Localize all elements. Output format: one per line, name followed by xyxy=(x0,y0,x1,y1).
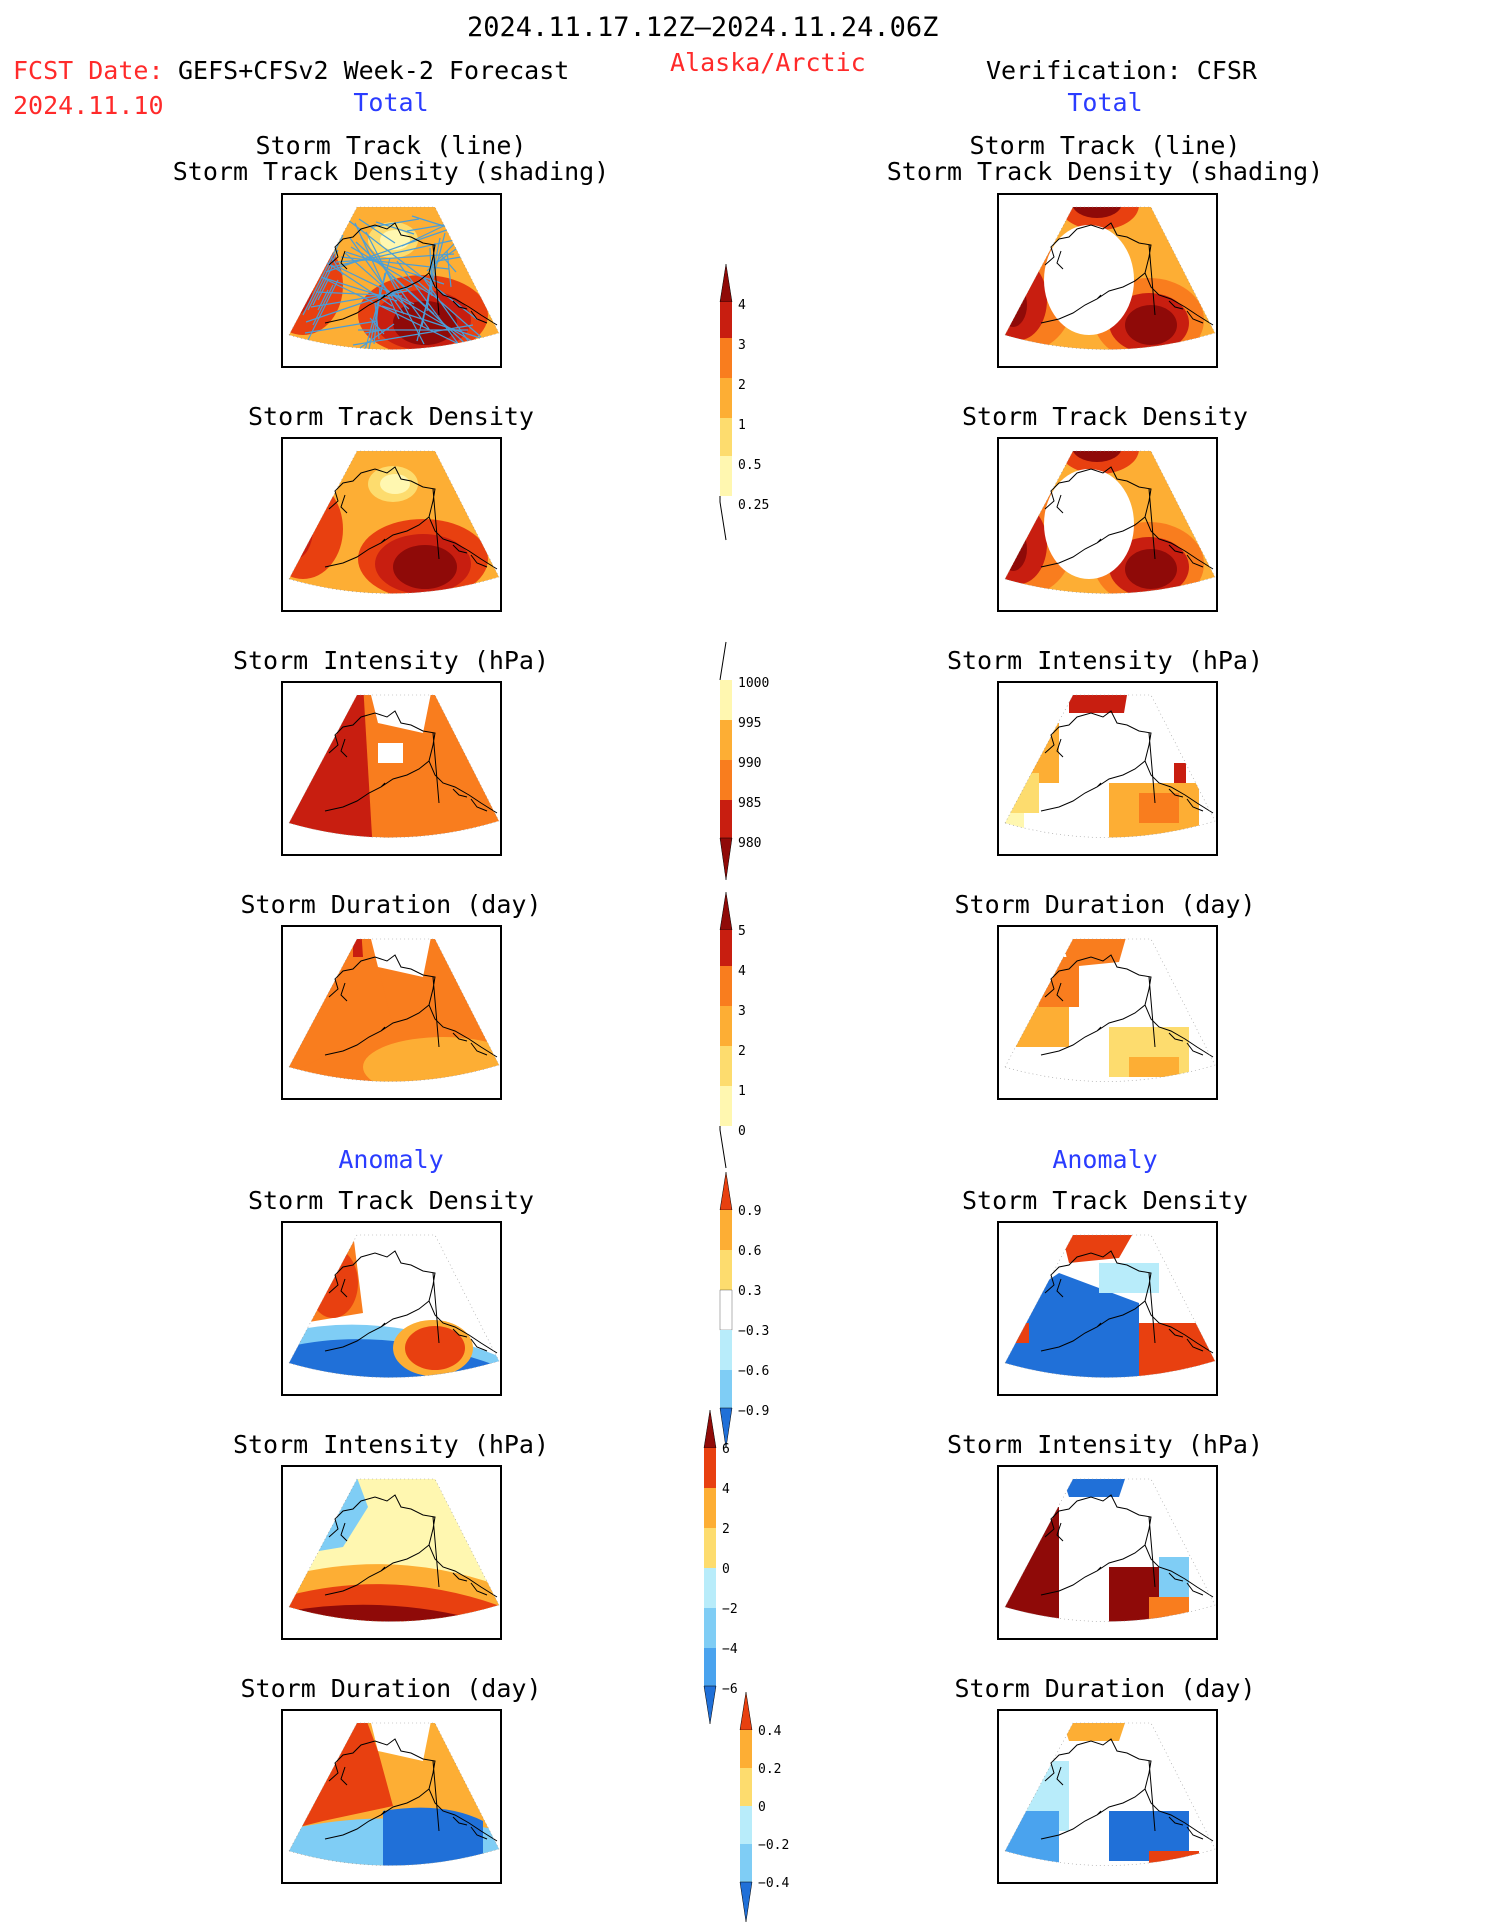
colorbar-intensity-total: 1000 995 990 985 980 xyxy=(719,641,769,881)
map-verif-density xyxy=(997,437,1218,612)
map-verif-anom-duration xyxy=(997,1709,1218,1884)
right-title-duration: Storm Duration (day) xyxy=(954,890,1256,919)
left-title-anom-duration: Storm Duration (day) xyxy=(240,1674,542,1703)
cb6-tick-4: −0.4 xyxy=(758,1876,789,1891)
cb2-tick-3: 985 xyxy=(738,796,761,811)
map-fcst-anom-duration xyxy=(281,1709,502,1884)
cb3-tick-4: 1 xyxy=(738,1084,746,1099)
map-fcst-density xyxy=(281,437,502,612)
right-title-intensity: Storm Intensity (hPa) xyxy=(946,646,1264,675)
map-verif-anom-intensity xyxy=(997,1465,1218,1640)
cb6-tick-1: 0.2 xyxy=(758,1762,781,1777)
cb4-tick-0: 0.9 xyxy=(738,1204,761,1219)
cb6-tick-2: 0 xyxy=(758,1800,766,1815)
right-title-anom-duration: Storm Duration (day) xyxy=(954,1674,1256,1703)
cb1-tick-0: 4 xyxy=(738,298,746,313)
left-title-anom-intensity: Storm Intensity (hPa) xyxy=(232,1430,550,1459)
map-verif-intensity xyxy=(997,681,1218,856)
region-label: Alaska/Arctic xyxy=(670,48,866,77)
cb5-tick-5: −4 xyxy=(722,1642,738,1657)
cb6-tick-0: 0.4 xyxy=(758,1724,782,1739)
cb3-tick-5: 0 xyxy=(738,1124,746,1139)
verification-label: Verification: CFSR xyxy=(986,56,1257,85)
left-title-anom-density: Storm Track Density xyxy=(248,1186,534,1215)
cb1-tick-3: 1 xyxy=(738,418,746,433)
cb4-tick-2: 0.3 xyxy=(738,1284,761,1299)
map-fcst-anom-density xyxy=(281,1221,502,1396)
cb5-tick-0: 6 xyxy=(722,1442,730,1457)
cb3-tick-0: 5 xyxy=(738,924,746,939)
cb5-tick-4: −2 xyxy=(722,1602,738,1617)
right-title-anom-density: Storm Track Density xyxy=(962,1186,1248,1215)
left-title-track-line: Storm Track (line) xyxy=(255,131,527,160)
left-title-duration: Storm Duration (day) xyxy=(240,890,542,919)
right-title-track-line: Storm Track (line) xyxy=(969,131,1241,160)
cb5-tick-2: 2 xyxy=(722,1522,730,1537)
left-anomaly-label: Anomaly xyxy=(338,1145,444,1174)
cb1-tick-4: 0.5 xyxy=(738,458,761,473)
colorbar-density-anom: 0.9 0.6 0.3 −0.3 −0.6 −0.9 xyxy=(719,1171,769,1449)
cb3-tick-3: 2 xyxy=(738,1044,746,1059)
cb5-tick-6: −6 xyxy=(722,1682,738,1697)
cb2-tick-1: 995 xyxy=(738,716,761,731)
colorbar-density-total: 4 3 2 1 0.5 0.25 xyxy=(719,263,769,541)
fcst-date: 2024.11.10 xyxy=(13,91,164,120)
left-title-density: Storm Track Density xyxy=(248,402,534,431)
cb2-tick-0: 1000 xyxy=(738,676,769,691)
left-total-label: Total xyxy=(353,88,429,117)
right-total-label: Total xyxy=(1067,88,1143,117)
map-fcst-track xyxy=(281,193,502,368)
cb1-tick-5: 0.25 xyxy=(738,498,769,513)
map-verif-track xyxy=(997,193,1218,368)
cb6-tick-3: −0.2 xyxy=(758,1838,789,1853)
right-title-anom-intensity: Storm Intensity (hPa) xyxy=(946,1430,1264,1459)
cb4-tick-1: 0.6 xyxy=(738,1244,761,1259)
fcst-model: GEFS+CFSv2 Week-2 Forecast xyxy=(178,56,570,85)
left-title-track-shading: Storm Track Density (shading) xyxy=(172,157,610,186)
map-fcst-anom-intensity xyxy=(281,1465,502,1640)
cb1-tick-2: 2 xyxy=(738,378,746,393)
cb4-tick-5: −0.9 xyxy=(738,1404,769,1419)
map-fcst-duration xyxy=(281,925,502,1100)
cb5-tick-3: 0 xyxy=(722,1562,730,1577)
colorbar-duration-anom: 0.4 0.2 0 −0.2 −0.4 xyxy=(739,1691,789,1923)
cb4-tick-4: −0.6 xyxy=(738,1364,769,1379)
cb5-tick-1: 4 xyxy=(722,1482,730,1497)
right-anomaly-label: Anomaly xyxy=(1052,1145,1158,1174)
cb3-tick-1: 4 xyxy=(738,964,746,979)
map-fcst-intensity xyxy=(281,681,502,856)
map-verif-duration xyxy=(997,925,1218,1100)
left-title-intensity: Storm Intensity (hPa) xyxy=(232,646,550,675)
colorbar-duration-total: 5 4 3 2 1 0 xyxy=(719,891,746,1169)
right-title-density: Storm Track Density xyxy=(962,402,1248,431)
period-title: 2024.11.17.12Z—2024.11.24.06Z xyxy=(467,12,939,43)
fcst-label: FCST Date: xyxy=(13,56,164,85)
cb2-tick-4: 980 xyxy=(738,836,761,851)
cb1-tick-1: 3 xyxy=(738,338,746,353)
cb2-tick-2: 990 xyxy=(738,756,761,771)
right-title-track-shading: Storm Track Density (shading) xyxy=(886,157,1324,186)
map-verif-anom-density xyxy=(997,1221,1218,1396)
cb4-tick-3: −0.3 xyxy=(738,1324,769,1339)
cb3-tick-2: 3 xyxy=(738,1004,746,1019)
colorbar-intensity-anom: 6 4 2 0 −2 −4 −6 xyxy=(703,1409,738,1725)
